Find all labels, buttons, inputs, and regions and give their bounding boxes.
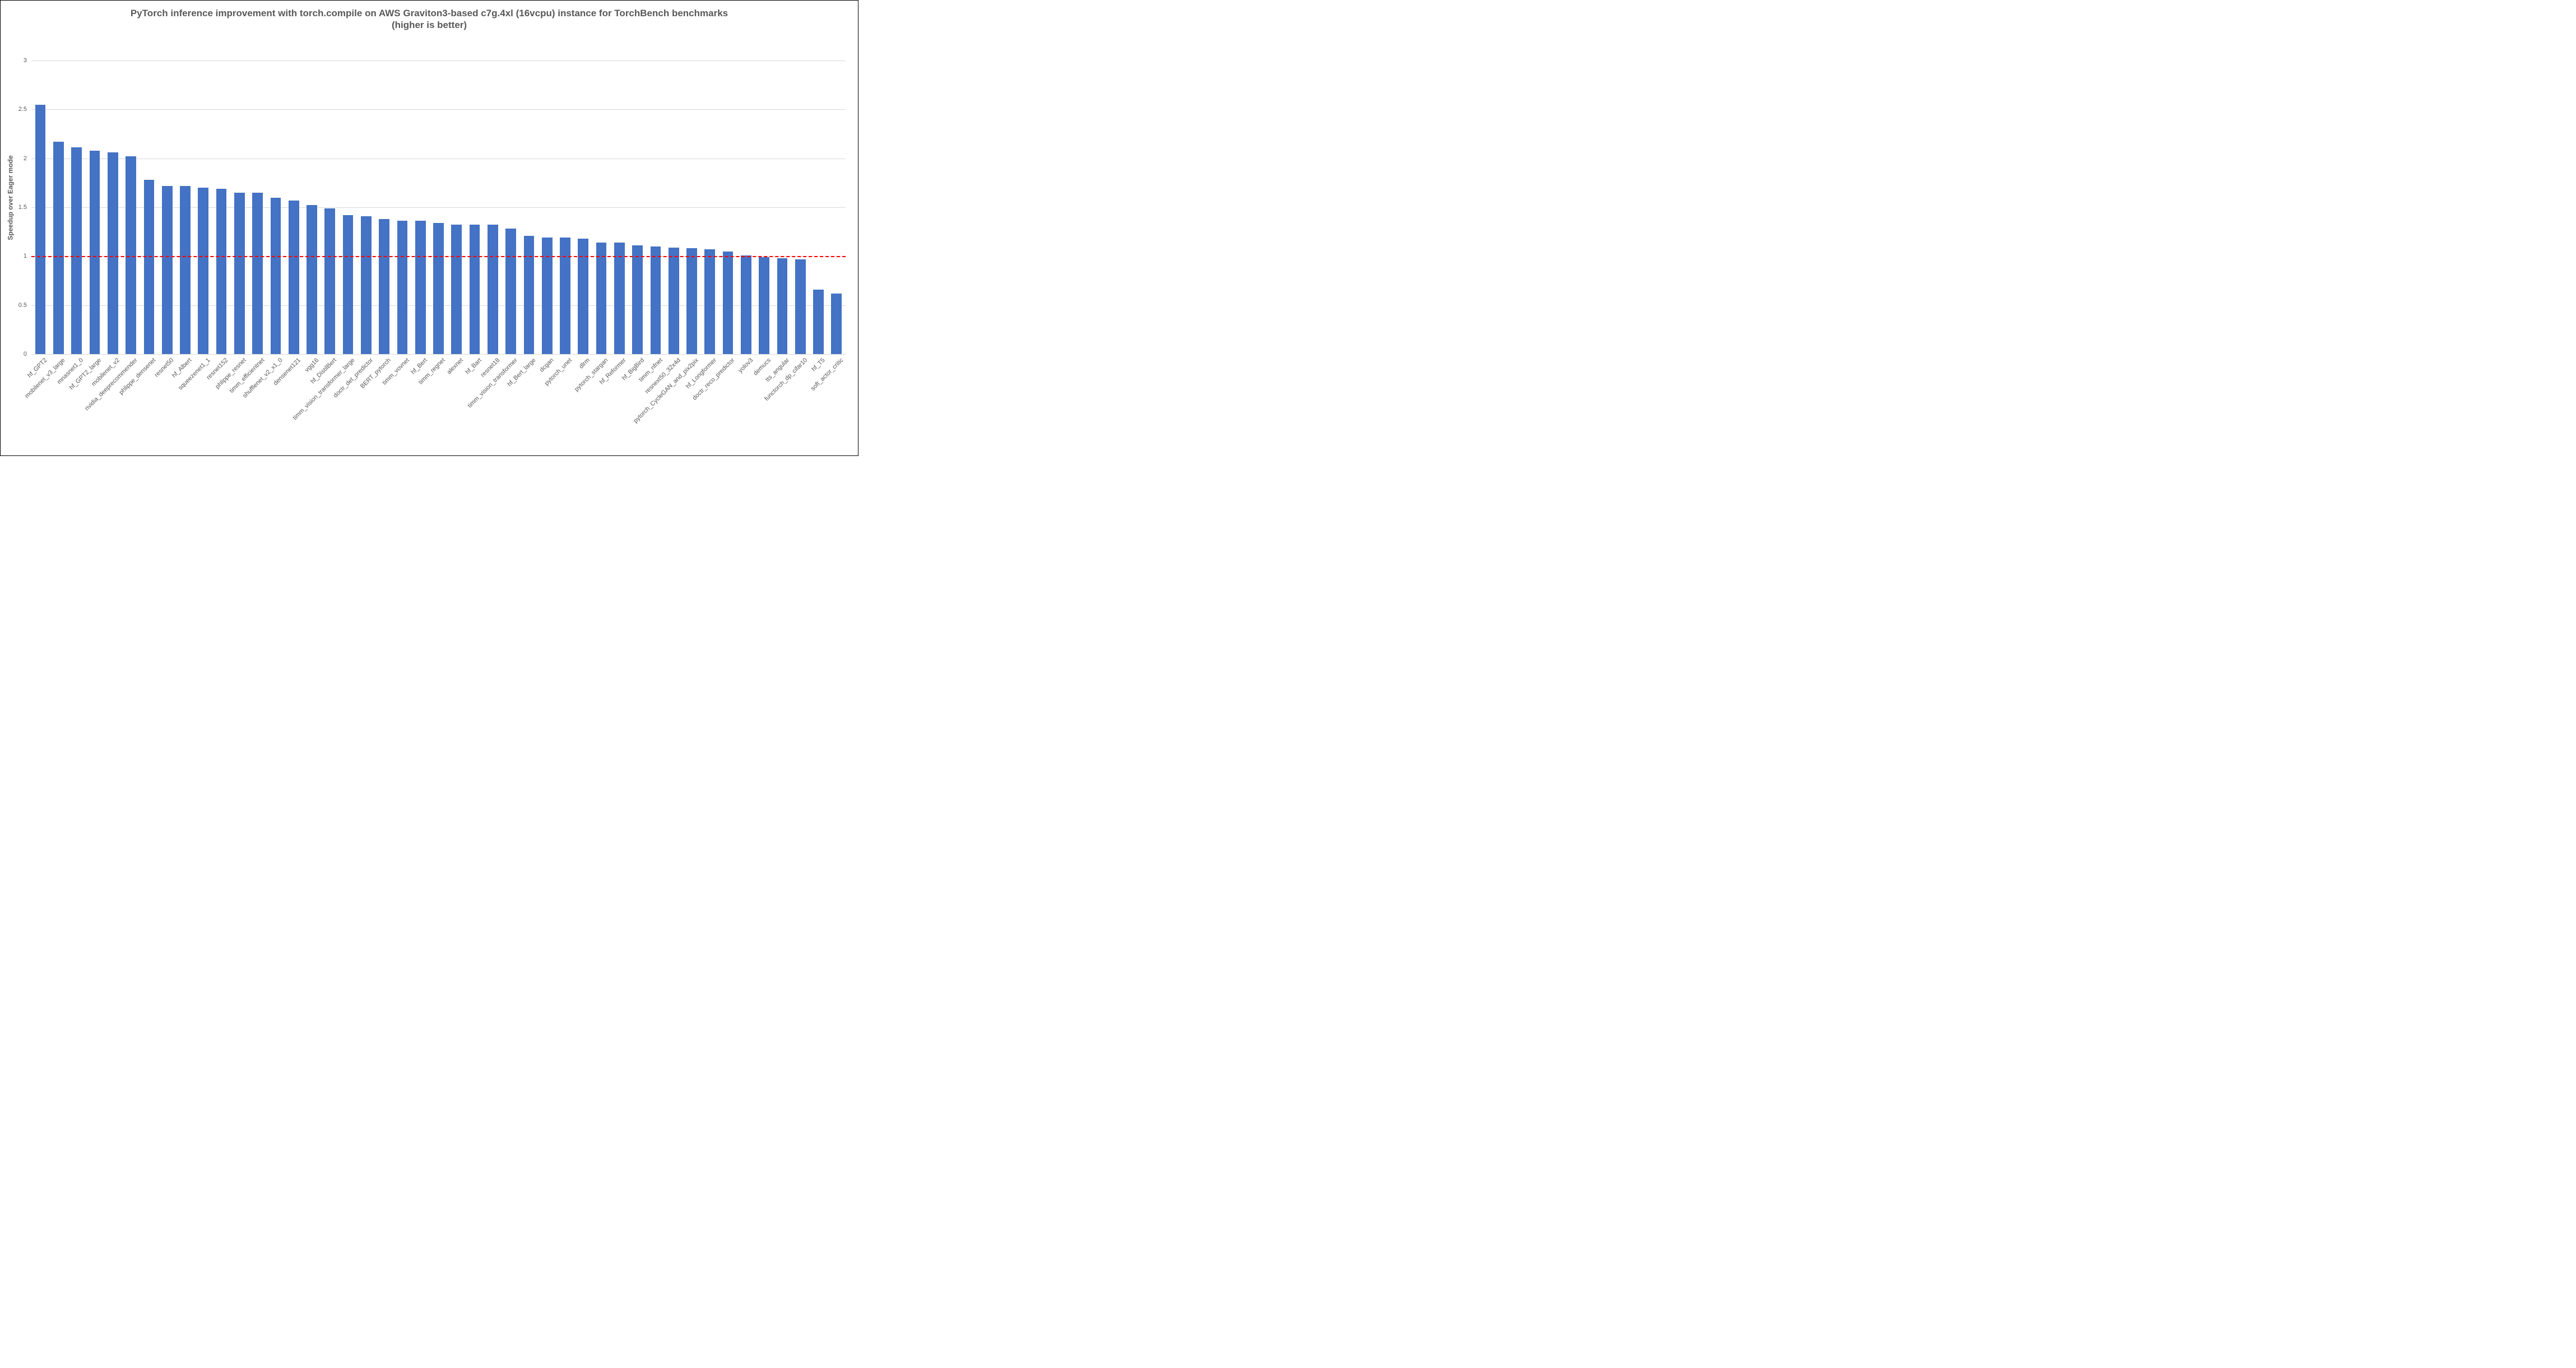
chart-title-line2: (higher is better) <box>1 19 858 31</box>
bar <box>505 229 516 354</box>
reference-line <box>31 256 846 257</box>
bar <box>795 259 806 354</box>
bar <box>162 186 173 354</box>
y-axis-label-container: Speedup over Eager mode <box>6 41 15 355</box>
bar <box>361 216 372 354</box>
y-tick-label: 1 <box>24 253 31 259</box>
bar <box>813 290 824 354</box>
bar <box>216 189 227 354</box>
x-tick-label: dlrm <box>578 357 592 370</box>
bar <box>542 238 553 354</box>
bar <box>831 294 842 354</box>
bar <box>614 243 625 354</box>
y-axis-label: Speedup over Eager mode <box>7 155 15 240</box>
bar <box>144 180 155 354</box>
bar <box>723 252 734 354</box>
bar <box>596 243 607 354</box>
bar <box>71 147 82 354</box>
bar <box>470 225 480 354</box>
bar <box>234 193 245 354</box>
bar <box>180 186 191 354</box>
x-axis-labels: hf_GPT2mobilenet_v3_largemnasnet1_0hf_GP… <box>31 355 846 455</box>
y-tick-label: 0.5 <box>18 302 31 309</box>
bar <box>632 245 643 354</box>
chart-title: PyTorch inference improvement with torch… <box>1 7 858 31</box>
bar <box>669 248 679 354</box>
bar <box>53 142 64 354</box>
bar <box>90 151 100 354</box>
bar <box>379 219 389 354</box>
y-tick-label: 0 <box>24 351 31 357</box>
bar <box>289 201 299 354</box>
bar <box>108 152 118 354</box>
bar <box>252 193 263 354</box>
bar <box>488 225 498 354</box>
y-tick-label: 3 <box>24 57 31 64</box>
bar <box>307 205 317 354</box>
bar <box>686 248 697 354</box>
bar <box>451 225 462 354</box>
y-tick-label: 2 <box>24 155 31 162</box>
bar <box>741 255 751 354</box>
bar <box>704 249 715 354</box>
bar <box>415 221 426 354</box>
bar <box>777 258 788 354</box>
bar <box>397 221 408 354</box>
x-tick-label: soft_actor_critic <box>809 357 844 392</box>
x-tick-label: hf_T5 <box>811 357 827 373</box>
bar <box>198 188 208 354</box>
bar <box>271 198 281 355</box>
x-tick-label: vgg16 <box>303 357 320 374</box>
bar <box>126 156 136 354</box>
chart-title-line1: PyTorch inference improvement with torch… <box>1 7 858 19</box>
bar <box>324 208 335 354</box>
y-tick-label: 1.5 <box>18 204 31 211</box>
y-tick-label: 2.5 <box>18 106 31 113</box>
x-tick-label: alexnet <box>446 357 465 376</box>
chart-frame: PyTorch inference improvement with torch… <box>0 0 858 456</box>
bar <box>433 223 444 354</box>
bar <box>759 257 769 354</box>
bars-layer <box>31 41 846 354</box>
bar <box>651 246 661 354</box>
plot-area: 00.511.522.53 <box>31 41 846 355</box>
x-tick-label: dcgan <box>539 357 555 374</box>
bar <box>524 236 535 354</box>
bar <box>35 105 46 354</box>
bar <box>560 238 570 354</box>
bar <box>343 215 354 354</box>
